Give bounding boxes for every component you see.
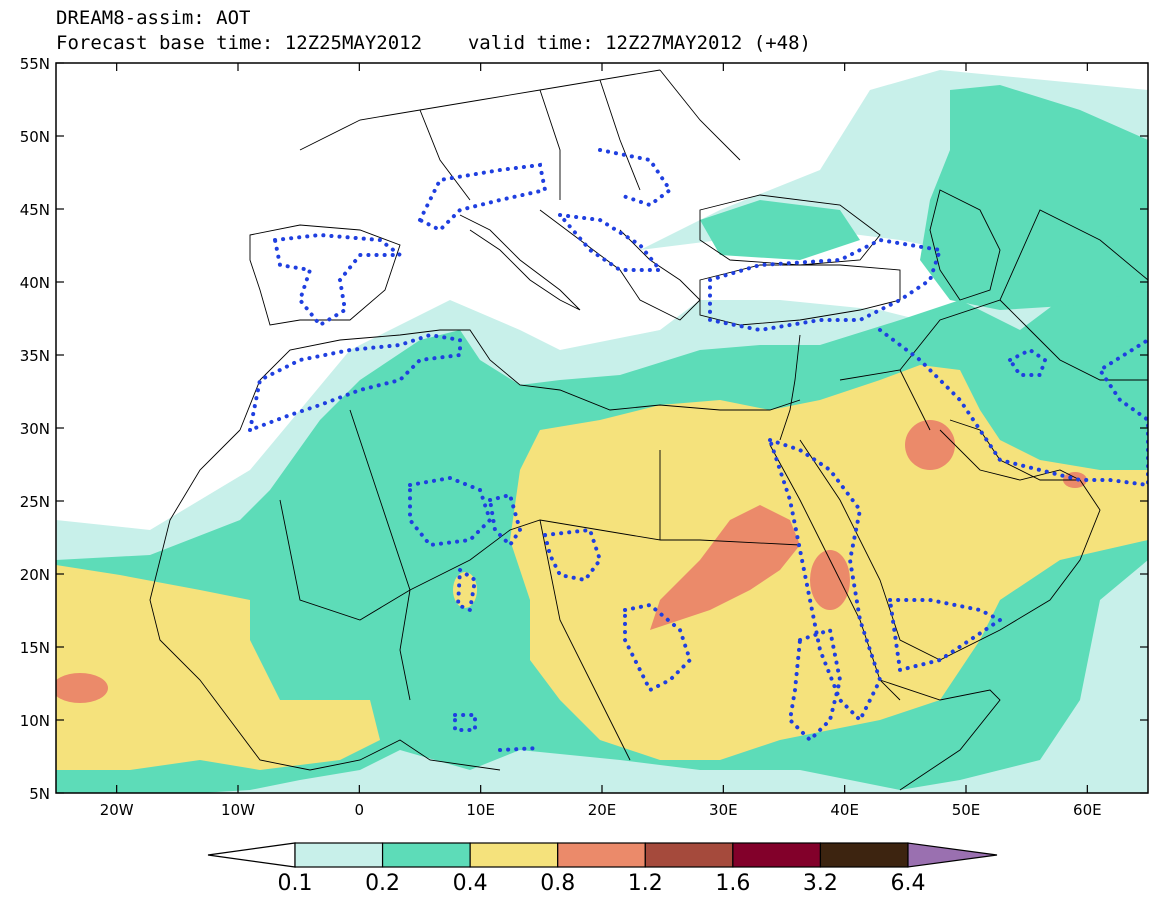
colorbar-label: 6.4 bbox=[891, 871, 926, 896]
coast-caspian bbox=[929, 189, 1001, 301]
aot-dotted-contours bbox=[247, 148, 1148, 752]
contour-maghreb bbox=[247, 332, 462, 434]
colorbar-label: 0.2 bbox=[365, 871, 400, 896]
colorbar-label: 3.2 bbox=[803, 871, 838, 896]
contour-balkans bbox=[555, 212, 665, 272]
contour-horn bbox=[787, 627, 843, 743]
lon-tick-label: 10E bbox=[466, 801, 495, 819]
coast-nafrica bbox=[239, 329, 801, 431]
lat-tick-label: 10N bbox=[20, 712, 50, 730]
coast-hornafrica bbox=[879, 679, 1001, 791]
contour-small-3 bbox=[498, 746, 542, 752]
valid-time: valid time: 12Z27MAY2012 (+48) bbox=[467, 32, 811, 54]
contour-libya bbox=[487, 492, 523, 549]
colorbar-segment bbox=[732, 842, 822, 868]
lon-tick-label: 0 bbox=[355, 801, 365, 819]
colorbar-label: 0.4 bbox=[453, 871, 488, 896]
colorbar-label: 0.8 bbox=[540, 871, 575, 896]
base-time: Forecast base time: 12Z25MAY2012 bbox=[56, 32, 423, 54]
lat-tick-label: 25N bbox=[20, 493, 50, 511]
lon-tick-label: 10W bbox=[221, 801, 255, 819]
lat-tick-label: 15N bbox=[20, 639, 50, 657]
aot-0.2-region-north bbox=[920, 85, 1148, 310]
coast-balkans bbox=[539, 209, 701, 321]
contour-arabia bbox=[878, 328, 1148, 488]
colorbar-segment bbox=[469, 842, 559, 868]
coast-levant bbox=[779, 334, 801, 441]
colorbar-label: 1.2 bbox=[628, 871, 663, 896]
coast-iberia bbox=[249, 224, 401, 326]
borders-mideast bbox=[839, 209, 1148, 431]
contour-yemen bbox=[887, 598, 1004, 673]
lon-tick-label: 40E bbox=[830, 801, 859, 819]
lat-tick-label: 55N bbox=[20, 55, 50, 73]
contour-sudan bbox=[623, 602, 693, 693]
map-title: DREAM8-assim: AOT bbox=[56, 7, 251, 29]
colorbar-arrow-high bbox=[907, 842, 998, 868]
lat-tick-label: 20N bbox=[20, 566, 50, 584]
colorbar-segment bbox=[381, 842, 471, 868]
aot-0.8-plume bbox=[650, 505, 800, 630]
coastlines bbox=[149, 69, 1148, 791]
colorbar-segment bbox=[294, 842, 384, 868]
contour-alps bbox=[598, 148, 673, 208]
aot-0.4-westafrica bbox=[56, 565, 380, 770]
latitude-axis: 55N 50N 45N 40N 35N 30N 25N 20N 15N 10N 5N bbox=[20, 55, 1148, 803]
colorbar: 0.1 0.2 0.4 0.8 1.2 1.6 3.2 6.4 bbox=[207, 842, 998, 896]
coast-persiangulf bbox=[939, 429, 1081, 481]
contour-iran bbox=[1007, 347, 1048, 377]
lat-tick-label: 45N bbox=[20, 201, 50, 219]
lon-tick-label: 60E bbox=[1073, 801, 1102, 819]
aot-field bbox=[56, 70, 1148, 793]
borders-europe bbox=[299, 69, 741, 201]
lat-tick-label: 30N bbox=[20, 420, 50, 438]
lat-tick-label: 35N bbox=[20, 347, 50, 365]
coast-redsea bbox=[769, 444, 901, 701]
lon-tick-label: 20W bbox=[100, 801, 134, 819]
aot-0.2-blacksea bbox=[700, 200, 860, 260]
aot-0.8-gulf bbox=[905, 420, 955, 470]
forecast-times: Forecast base time: 12Z25MAY2012 valid t… bbox=[56, 33, 811, 53]
colorbar-segment bbox=[644, 842, 734, 868]
colorbar-arrow-low bbox=[207, 842, 296, 868]
colorbar-segment bbox=[819, 842, 909, 868]
contour-small-1 bbox=[455, 566, 478, 613]
lat-tick-label: 5N bbox=[29, 785, 50, 803]
contour-france bbox=[417, 162, 548, 233]
coast-blacksea bbox=[699, 194, 881, 266]
lat-tick-label: 40N bbox=[20, 274, 50, 292]
lon-tick-label: 30E bbox=[709, 801, 738, 819]
borders-africa bbox=[279, 409, 801, 761]
lon-tick-label: 20E bbox=[588, 801, 617, 819]
lon-tick-label: 50E bbox=[952, 801, 981, 819]
contour-redsea bbox=[766, 436, 883, 724]
aot-0.8-redsea bbox=[810, 550, 850, 610]
colorbar-segment bbox=[557, 842, 646, 868]
colorbar-label: 0.1 bbox=[278, 871, 313, 896]
lat-tick-label: 50N bbox=[20, 128, 50, 146]
contour-iberia bbox=[272, 232, 406, 328]
coast-westafrica bbox=[149, 429, 501, 771]
aot-0.8-westafrica bbox=[56, 673, 108, 703]
colorbar-label: 1.6 bbox=[715, 871, 750, 896]
coast-italy bbox=[459, 214, 581, 311]
longitude-axis: 20W 10W 0 10E 20E 30E 40E 50E 60E bbox=[100, 63, 1102, 819]
coast-turkey bbox=[699, 264, 901, 326]
aot-0.4-blob bbox=[453, 572, 477, 608]
